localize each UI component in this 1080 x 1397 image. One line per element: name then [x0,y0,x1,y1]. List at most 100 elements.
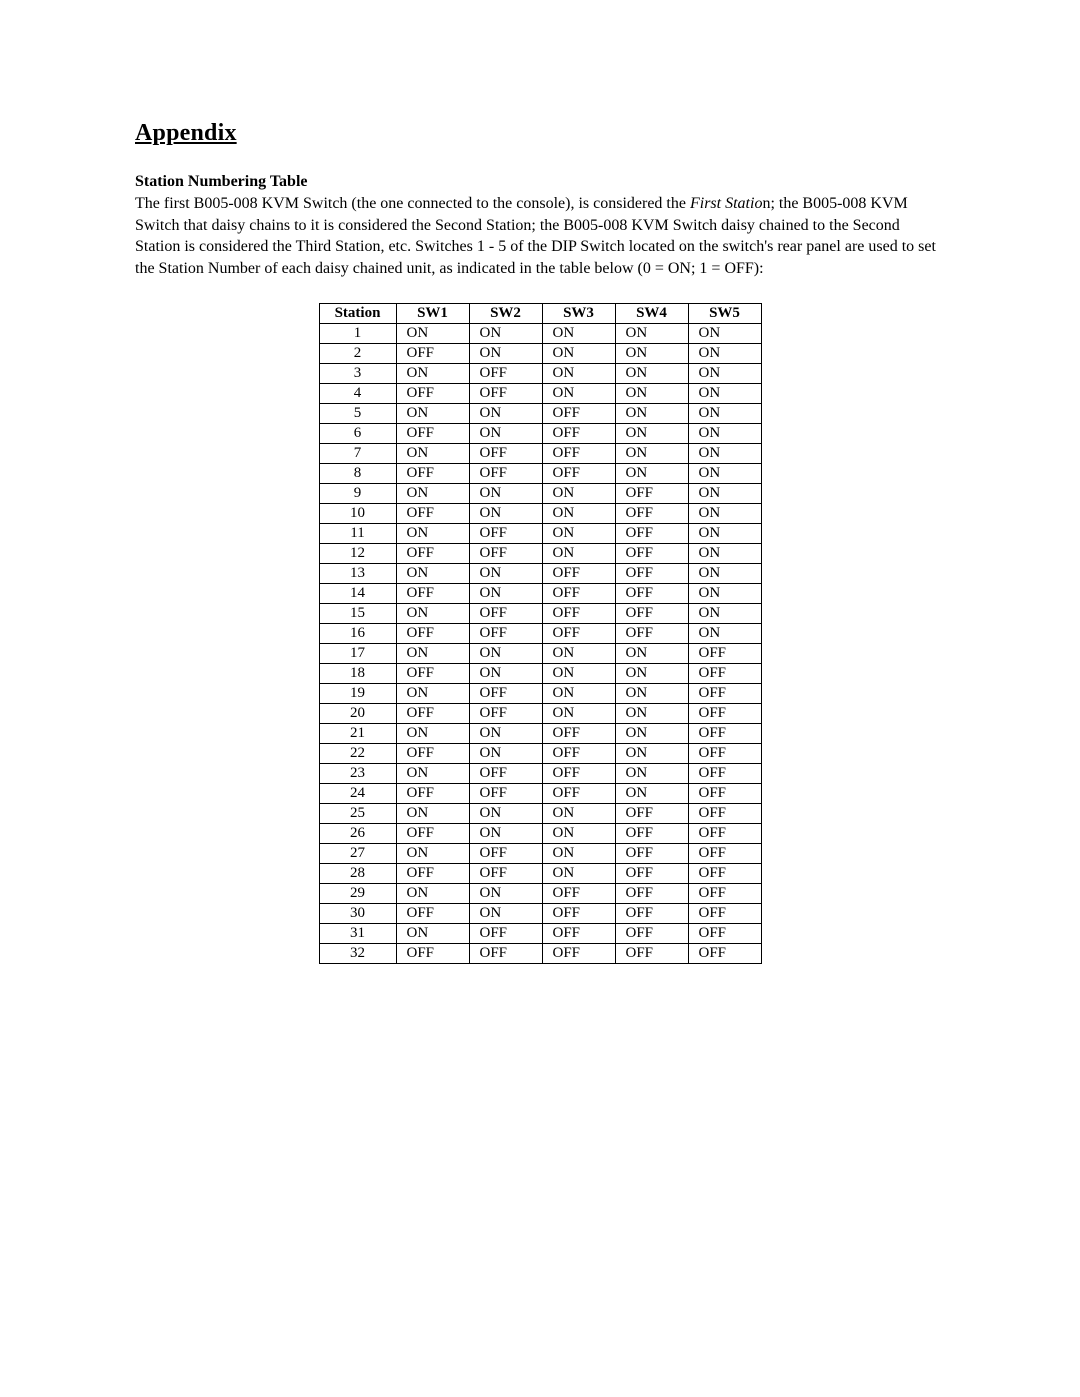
cell-sw5: ON [688,444,761,464]
cell-sw3: OFF [542,924,615,944]
cell-station: 21 [319,724,396,744]
cell-sw2: OFF [469,784,542,804]
cell-sw2: OFF [469,944,542,964]
cell-station: 5 [319,404,396,424]
table-row: 14OFFONOFFOFFON [319,584,761,604]
cell-sw2: OFF [469,924,542,944]
table-row: 2OFFONONONON [319,344,761,364]
cell-sw4: ON [615,404,688,424]
cell-sw5: OFF [688,784,761,804]
cell-sw2: ON [469,904,542,924]
table-row: 7ONOFFOFFONON [319,444,761,464]
cell-sw2: ON [469,724,542,744]
cell-station: 7 [319,444,396,464]
cell-sw2: OFF [469,444,542,464]
cell-sw2: ON [469,584,542,604]
cell-station: 17 [319,644,396,664]
cell-sw5: ON [688,344,761,364]
cell-sw3: OFF [542,764,615,784]
cell-sw2: ON [469,344,542,364]
cell-sw1: OFF [396,504,469,524]
cell-sw5: OFF [688,884,761,904]
cell-sw1: ON [396,844,469,864]
cell-sw4: ON [615,364,688,384]
cell-sw4: ON [615,784,688,804]
cell-sw1: ON [396,644,469,664]
cell-sw3: ON [542,364,615,384]
cell-sw5: OFF [688,824,761,844]
cell-sw1: OFF [396,744,469,764]
cell-sw5: OFF [688,764,761,784]
cell-sw4: ON [615,424,688,444]
para-italic: First Statio [690,195,762,212]
cell-sw1: OFF [396,864,469,884]
cell-sw3: OFF [542,784,615,804]
cell-sw5: ON [688,464,761,484]
cell-sw5: OFF [688,664,761,684]
cell-sw2: ON [469,424,542,444]
table-row: 23ONOFFOFFONOFF [319,764,761,784]
cell-sw2: ON [469,824,542,844]
cell-sw3: ON [542,544,615,564]
cell-station: 30 [319,904,396,924]
cell-sw2: ON [469,404,542,424]
cell-station: 25 [319,804,396,824]
cell-station: 8 [319,464,396,484]
cell-sw2: OFF [469,604,542,624]
cell-sw3: ON [542,824,615,844]
cell-sw3: ON [542,504,615,524]
cell-sw1: OFF [396,384,469,404]
cell-sw5: ON [688,404,761,424]
cell-sw3: OFF [542,904,615,924]
cell-station: 23 [319,764,396,784]
col-header-station: Station [319,304,396,324]
cell-sw4: OFF [615,604,688,624]
cell-station: 4 [319,384,396,404]
cell-sw5: ON [688,624,761,644]
cell-sw3: OFF [542,564,615,584]
cell-sw2: OFF [469,364,542,384]
cell-sw1: ON [396,724,469,744]
cell-sw4: ON [615,324,688,344]
cell-sw5: OFF [688,644,761,664]
table-row: 13ONONOFFOFFON [319,564,761,584]
cell-sw3: OFF [542,724,615,744]
cell-station: 11 [319,524,396,544]
table-row: 9ONONONOFFON [319,484,761,504]
cell-sw3: ON [542,324,615,344]
cell-station: 26 [319,824,396,844]
cell-sw1: ON [396,764,469,784]
table-row: 24OFFOFFOFFONOFF [319,784,761,804]
table-row: 29ONONOFFOFFOFF [319,884,761,904]
cell-sw4: OFF [615,904,688,924]
cell-sw2: ON [469,664,542,684]
cell-station: 20 [319,704,396,724]
table-row: 3ONOFFONONON [319,364,761,384]
dip-switch-table: Station SW1 SW2 SW3 SW4 SW5 1ONONONONON2… [319,303,762,964]
table-row: 30OFFONOFFOFFOFF [319,904,761,924]
cell-sw5: OFF [688,944,761,964]
cell-sw5: OFF [688,864,761,884]
table-row: 27ONOFFONOFFOFF [319,844,761,864]
table-row: 32OFFOFFOFFOFFOFF [319,944,761,964]
table-header-row: Station SW1 SW2 SW3 SW4 SW5 [319,304,761,324]
cell-sw2: OFF [469,384,542,404]
cell-station: 32 [319,944,396,964]
cell-station: 14 [319,584,396,604]
cell-sw5: ON [688,424,761,444]
table-row: 10OFFONONOFFON [319,504,761,524]
cell-sw1: ON [396,404,469,424]
cell-station: 28 [319,864,396,884]
cell-sw4: ON [615,684,688,704]
cell-sw4: OFF [615,504,688,524]
para-part-1: The first B005-008 KVM Switch (the one c… [135,195,690,212]
table-row: 11ONOFFONOFFON [319,524,761,544]
cell-sw4: OFF [615,944,688,964]
col-header-sw2: SW2 [469,304,542,324]
cell-station: 3 [319,364,396,384]
cell-sw1: OFF [396,704,469,724]
cell-sw1: ON [396,924,469,944]
cell-sw4: ON [615,744,688,764]
table-row: 22OFFONOFFONOFF [319,744,761,764]
cell-sw5: OFF [688,684,761,704]
